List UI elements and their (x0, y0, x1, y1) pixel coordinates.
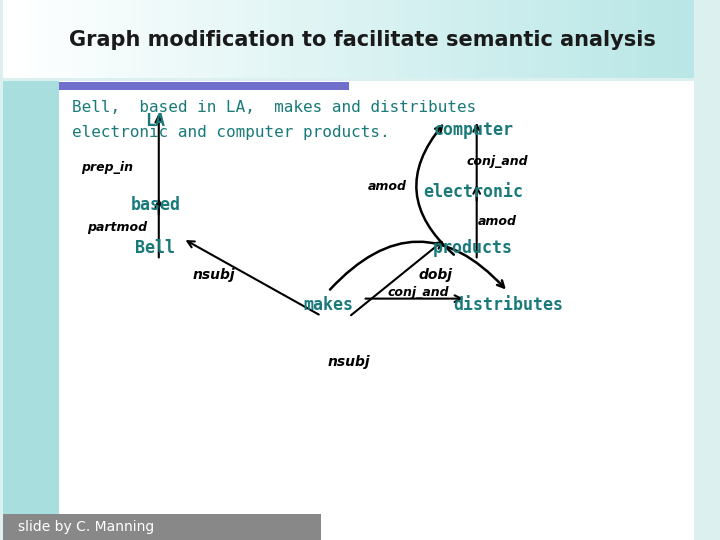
Text: distributes: distributes (453, 296, 563, 314)
Bar (636, 0, 648, 78)
Bar (15, 0, 27, 78)
Text: based: based (130, 196, 180, 214)
Bar (372, 0, 383, 78)
Bar (683, 0, 694, 78)
Bar (660, 0, 671, 78)
Bar (165, 0, 176, 78)
Bar (475, 0, 487, 78)
Bar (199, 0, 211, 78)
Text: Bell: Bell (135, 239, 176, 258)
Bar (579, 0, 590, 78)
Bar (498, 0, 510, 78)
Bar (84, 0, 96, 78)
Text: electronic: electronic (423, 183, 523, 201)
Bar (38, 0, 50, 78)
Text: electronic and computer products.: electronic and computer products. (73, 125, 390, 140)
FancyBboxPatch shape (4, 514, 321, 540)
Bar (269, 0, 280, 78)
Bar (395, 0, 406, 78)
Bar (119, 0, 130, 78)
Bar (73, 0, 84, 78)
Bar (246, 0, 257, 78)
Bar (441, 0, 452, 78)
Bar (567, 0, 579, 78)
Bar (96, 0, 107, 78)
Bar (429, 0, 441, 78)
Bar (613, 0, 625, 78)
Bar (4, 0, 15, 78)
Text: amod: amod (478, 215, 517, 228)
Bar (315, 0, 326, 78)
Bar (360, 0, 372, 78)
Text: amod: amod (367, 180, 406, 193)
Text: products: products (433, 239, 513, 258)
Bar (61, 0, 73, 78)
Bar (50, 0, 61, 78)
FancyBboxPatch shape (58, 81, 694, 540)
Bar (142, 0, 153, 78)
Bar (130, 0, 142, 78)
Text: dobj: dobj (418, 268, 452, 282)
Bar (602, 0, 613, 78)
Bar (510, 0, 521, 78)
Bar (348, 0, 360, 78)
Text: Graph modification to facilitate semantic analysis: Graph modification to facilitate semanti… (69, 30, 656, 51)
Text: nsubj: nsubj (328, 355, 370, 369)
Text: nsubj: nsubj (193, 268, 235, 282)
Text: conj_and: conj_and (387, 286, 449, 299)
Bar (338, 0, 348, 78)
Bar (292, 0, 303, 78)
Bar (303, 0, 315, 78)
Bar (153, 0, 165, 78)
Bar (176, 0, 188, 78)
Text: Bell,  based in LA,  makes and distributes: Bell, based in LA, makes and distributes (73, 100, 477, 116)
Text: slide by C. Manning: slide by C. Manning (18, 520, 154, 534)
Bar (452, 0, 464, 78)
Bar (211, 0, 222, 78)
Bar (521, 0, 533, 78)
Bar (234, 0, 246, 78)
Bar (418, 0, 429, 78)
Bar (648, 0, 660, 78)
Text: computer: computer (433, 120, 513, 139)
Bar (188, 0, 199, 78)
Bar (625, 0, 636, 78)
Bar (544, 0, 556, 78)
Bar (406, 0, 418, 78)
Text: conj_and: conj_and (467, 156, 528, 168)
Bar (257, 0, 269, 78)
FancyBboxPatch shape (58, 82, 348, 90)
Text: makes: makes (303, 296, 353, 314)
Text: LA: LA (145, 112, 166, 131)
Bar (671, 0, 683, 78)
Bar (487, 0, 498, 78)
Bar (383, 0, 395, 78)
Bar (533, 0, 544, 78)
Bar (556, 0, 567, 78)
Bar (27, 0, 38, 78)
Text: prep_in: prep_in (81, 161, 133, 174)
FancyBboxPatch shape (4, 81, 58, 540)
Bar (280, 0, 292, 78)
Bar (326, 0, 338, 78)
Text: partmod: partmod (87, 221, 148, 234)
Bar (222, 0, 234, 78)
Bar (107, 0, 119, 78)
Bar (464, 0, 475, 78)
Bar (590, 0, 602, 78)
